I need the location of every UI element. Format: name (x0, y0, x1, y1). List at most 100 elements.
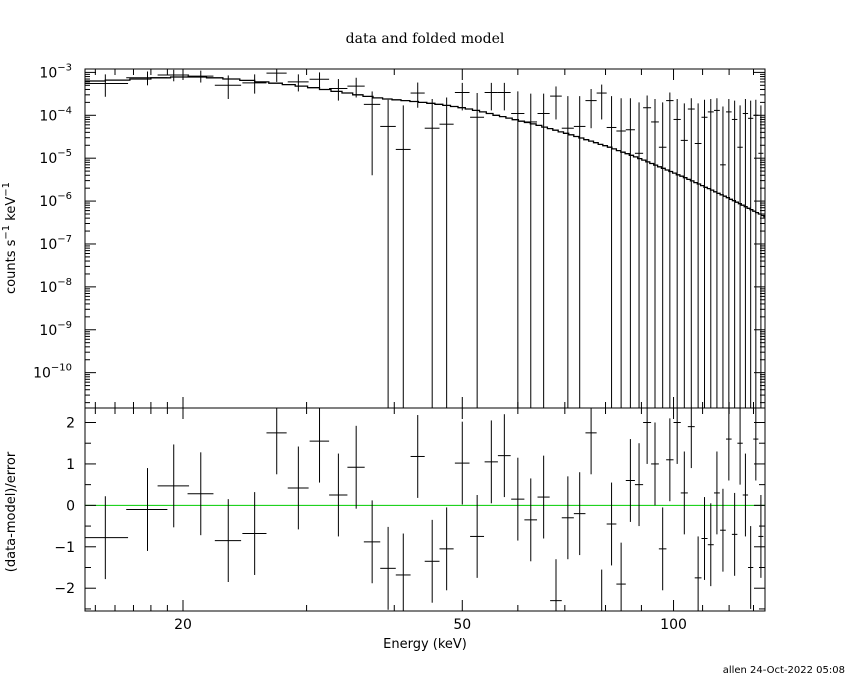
data-point (309, 72, 330, 88)
x-tick-label: 100 (660, 617, 687, 633)
residual-point (157, 444, 190, 528)
data-points (85, 69, 764, 408)
residual-point (242, 492, 267, 575)
residual-point (596, 569, 607, 612)
top-panel-y-tick-labels: 10−3 10−4 10−5 10−6 10−7 10−8 10−9 10−10 (33, 62, 72, 381)
residual-point (737, 408, 743, 485)
residual-point (701, 497, 708, 580)
residual-point (470, 495, 485, 578)
residual-point (731, 492, 738, 576)
data-point (410, 82, 425, 108)
data-point (651, 98, 659, 408)
bottom-panel-frame (84, 407, 766, 612)
residual-point (714, 451, 720, 535)
data-point (737, 105, 743, 408)
data-point (363, 91, 381, 176)
y-tick-label: 10−4 (39, 105, 72, 124)
data-point (742, 98, 749, 408)
data-point (714, 98, 720, 408)
y-tick-label: 10−7 (39, 234, 72, 253)
data-point (287, 74, 309, 92)
residual-point (309, 408, 330, 483)
y-tick-label: −2 (54, 581, 75, 597)
data-point (585, 89, 597, 129)
residual-point (395, 533, 411, 611)
residual-point (658, 507, 667, 591)
y-tick-label: 10−10 (33, 363, 72, 382)
data-point (537, 93, 550, 408)
residual-point (687, 408, 695, 469)
y-tick-label: 0 (66, 498, 75, 514)
residual-point (497, 414, 511, 498)
residual-point (651, 422, 659, 506)
data-point (454, 82, 470, 111)
residual-point (606, 482, 617, 566)
data-point (720, 106, 726, 408)
residual-point (380, 526, 396, 610)
bottom-panel-y-tick-labels: 2 1 0 −1 −2 (54, 416, 75, 598)
data-point (242, 74, 267, 94)
top-y-axis-label: counts s−1 keV−1 (1, 182, 19, 294)
data-point (524, 93, 538, 408)
data-point (643, 95, 652, 408)
bottom-y-axis-label: (data-model)/error (4, 451, 19, 572)
data-point (439, 97, 454, 408)
y-tick-label: 10−3 (39, 62, 72, 81)
residual-point (680, 451, 688, 535)
data-point (606, 96, 617, 408)
data-point (329, 79, 348, 101)
data-point (126, 71, 168, 86)
residual-point (484, 420, 498, 504)
data-point (266, 69, 287, 82)
data-point (658, 102, 667, 408)
data-point (85, 74, 129, 97)
residual-point (625, 439, 635, 522)
residual-point (424, 519, 440, 603)
residual-point (561, 476, 574, 560)
residual-point (439, 507, 454, 591)
residual-point (694, 536, 702, 611)
residual-point (410, 415, 425, 498)
data-point (726, 98, 732, 408)
data-point (701, 99, 708, 408)
residual-point (363, 500, 381, 584)
data-point (347, 77, 365, 98)
residual-point (85, 496, 129, 580)
data-point (157, 69, 190, 82)
residual-point (707, 503, 714, 587)
data-point (694, 103, 702, 408)
residual-point (187, 452, 214, 536)
data-point (634, 102, 644, 408)
residual-point (643, 408, 652, 464)
footer-timestamp: allen 24-Oct-2022 05:08 (723, 665, 845, 676)
residual-point (666, 418, 674, 502)
data-point (753, 99, 759, 408)
data-point (680, 103, 688, 408)
y-tick-label: 10−9 (39, 320, 72, 339)
data-point (687, 98, 695, 408)
top-panel: 10−3 10−4 10−5 10−6 10−7 10−8 10−9 10−10 counts… (1, 62, 766, 409)
residual-point (634, 443, 644, 527)
residual-point (573, 472, 586, 556)
residual-point (266, 408, 287, 475)
residual-point (287, 446, 309, 530)
residual-point (537, 455, 550, 539)
residual-point (347, 425, 365, 509)
residual-point (524, 478, 538, 562)
residual-point (616, 542, 626, 611)
data-point (484, 82, 498, 111)
residual-point (726, 408, 732, 481)
residual-points (85, 408, 764, 612)
y-tick-label: 10−5 (39, 148, 72, 167)
residual-point (454, 421, 470, 505)
y-tick-label: 2 (66, 416, 75, 432)
data-point (666, 92, 674, 408)
data-point (470, 93, 485, 408)
data-point (511, 91, 525, 408)
residual-point (720, 488, 726, 572)
data-point (596, 84, 607, 120)
x-axis-label: Energy (keV) (383, 637, 467, 652)
data-point (616, 98, 626, 408)
residual-point (511, 457, 525, 541)
